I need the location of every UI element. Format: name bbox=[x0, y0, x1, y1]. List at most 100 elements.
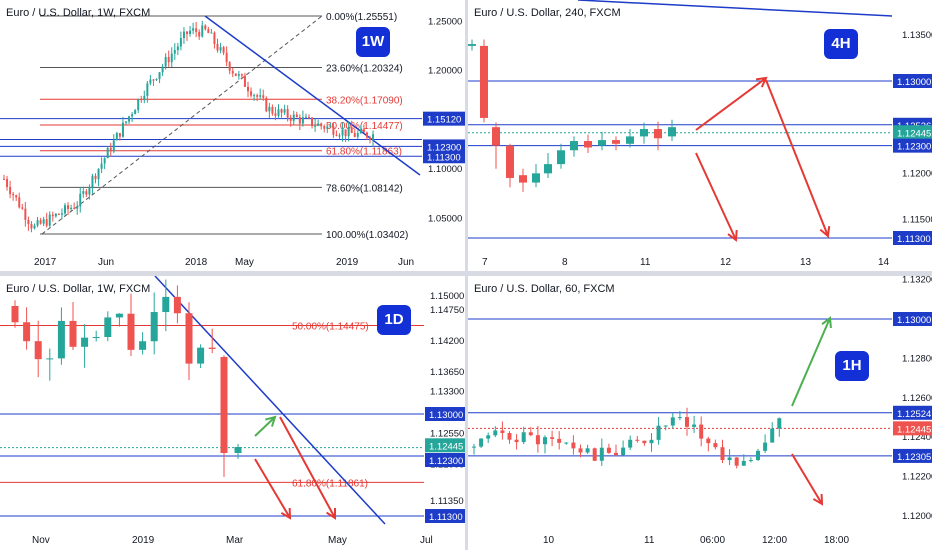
candle-body bbox=[292, 114, 295, 121]
candle-body bbox=[94, 175, 97, 180]
candle-body bbox=[103, 158, 106, 164]
y-tick-label: 1.12200 bbox=[902, 472, 932, 483]
candle-body bbox=[635, 439, 640, 441]
y-tick-label: 1.14750 bbox=[430, 305, 464, 316]
chart-panel-1d: 1.15000 1.14750 1.14200 1.13650 1.13300 1.125… bbox=[0, 276, 465, 550]
candle-body bbox=[640, 129, 648, 137]
candle-body bbox=[216, 43, 219, 51]
fib-label: 61.80%(1.11863) bbox=[326, 147, 402, 158]
candle-body bbox=[27, 219, 30, 225]
arrow-down bbox=[765, 79, 829, 237]
candle-body bbox=[338, 135, 341, 137]
candle-body bbox=[162, 296, 170, 313]
candle-body bbox=[121, 122, 124, 137]
candle-body bbox=[158, 72, 161, 79]
candle-body bbox=[550, 437, 555, 439]
candle-body bbox=[127, 313, 135, 350]
x-tick-label: Jun bbox=[98, 257, 114, 268]
level-tag: 1.11300 bbox=[427, 152, 461, 163]
candle-body bbox=[73, 207, 76, 209]
candle-body bbox=[369, 137, 371, 140]
candle-body bbox=[186, 31, 188, 35]
candle-body bbox=[507, 433, 512, 440]
candle-body bbox=[262, 95, 265, 98]
candle-body bbox=[557, 438, 562, 443]
candle-body bbox=[115, 313, 123, 318]
x-tick-label: 8 bbox=[562, 257, 568, 268]
candle-body bbox=[195, 28, 198, 32]
candle-body bbox=[213, 32, 216, 44]
x-tick-label: Jul bbox=[420, 535, 433, 546]
candle-body bbox=[204, 25, 207, 30]
candle-body bbox=[320, 123, 323, 127]
candle-body bbox=[228, 62, 231, 71]
candle-body bbox=[557, 150, 565, 165]
candle-body bbox=[570, 141, 578, 151]
y-tick-label: 1.12550 bbox=[430, 429, 464, 440]
fib-label: 61.80%(1.11861) bbox=[292, 478, 368, 489]
candle-body bbox=[79, 193, 82, 207]
candle-body bbox=[480, 45, 488, 118]
level-tag-bg bbox=[425, 407, 465, 421]
y-tick-label: 1.13650 bbox=[430, 367, 464, 378]
level-tag: 1.12524 bbox=[897, 409, 931, 420]
trendline bbox=[154, 276, 386, 525]
candle-body bbox=[274, 113, 277, 116]
trendline bbox=[204, 15, 421, 176]
level-tag-bg bbox=[425, 453, 465, 467]
candle-body bbox=[519, 175, 527, 183]
candle-body bbox=[106, 147, 109, 159]
y-tick-label: 1.20000 bbox=[428, 66, 462, 77]
candle-body bbox=[164, 56, 167, 67]
price-tag: 1.12445 bbox=[897, 128, 931, 139]
x-tick-label: 18:00 bbox=[824, 535, 849, 546]
candle-body bbox=[486, 435, 491, 439]
candle-body bbox=[11, 306, 19, 323]
candle-body bbox=[362, 129, 365, 133]
candle-body bbox=[170, 53, 173, 63]
level-tag-bg bbox=[893, 231, 932, 245]
x-tick-label: 13 bbox=[800, 257, 812, 268]
candle-body bbox=[152, 79, 155, 81]
x-tick-label: Mar bbox=[226, 535, 244, 546]
candle-body bbox=[493, 430, 498, 436]
candle-body bbox=[112, 140, 115, 152]
y-tick-label: 1.15000 bbox=[430, 291, 464, 302]
chart-1h-title: Euro / U.S. Dollar, 60, FXCM bbox=[474, 283, 615, 295]
level-tag-bg bbox=[423, 139, 465, 154]
fib-label: 0.00%(1.25551) bbox=[326, 12, 397, 23]
candle-body bbox=[628, 439, 633, 448]
candle-body bbox=[46, 358, 54, 360]
arrow-green bbox=[254, 416, 276, 437]
x-tick-label: 2019 bbox=[132, 535, 155, 546]
candle-body bbox=[155, 78, 158, 80]
candle-body bbox=[137, 99, 140, 111]
chart-1w-svg: 1.250001.200001.150001.100001.050000.00%… bbox=[0, 12, 465, 268]
candle-body bbox=[353, 133, 356, 137]
arrow-down bbox=[279, 416, 336, 519]
candle-body bbox=[197, 347, 205, 364]
candle-body bbox=[713, 443, 718, 448]
candle-body bbox=[359, 129, 362, 134]
y-tick-label: 1.25000 bbox=[428, 16, 462, 27]
candle-body bbox=[146, 83, 149, 97]
arrow-up bbox=[695, 77, 767, 131]
candle-body bbox=[592, 448, 597, 461]
candle-body bbox=[210, 32, 213, 34]
y-tick-label: 1.12600 bbox=[902, 393, 932, 404]
candle-body bbox=[347, 127, 350, 137]
candle-body bbox=[6, 179, 9, 188]
timeframe-badge-1h: 1H bbox=[835, 351, 869, 381]
candle-body bbox=[60, 213, 63, 215]
candle-body bbox=[51, 214, 54, 217]
candle-body bbox=[237, 74, 240, 76]
candle-body bbox=[584, 141, 592, 148]
fib-label: 23.60%(1.20324) bbox=[326, 63, 403, 74]
candle-body bbox=[253, 95, 256, 97]
candle-body bbox=[143, 96, 146, 101]
arrow-down-head bbox=[727, 229, 738, 242]
candle-body bbox=[182, 31, 185, 39]
candle-body bbox=[670, 417, 675, 426]
x-tick-label: 12 bbox=[720, 257, 732, 268]
candle-body bbox=[207, 29, 210, 34]
